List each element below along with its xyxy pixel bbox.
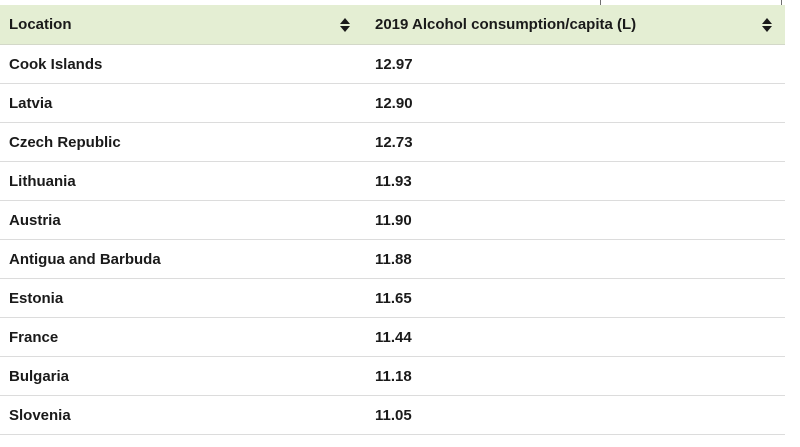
- cell-location: Lithuania: [0, 161, 360, 201]
- column-header-label: 2019 Alcohol consumption/capita (L): [375, 16, 637, 33]
- cell-consumption: 12.73: [360, 122, 785, 162]
- cell-consumption: 11.88: [360, 239, 785, 279]
- cell-consumption: 11.93: [360, 161, 785, 201]
- table-row: Slovenia 11.05: [0, 395, 785, 435]
- table-row: Antigua and Barbuda 11.88: [0, 239, 785, 279]
- table-row: Czech Republic 12.73: [0, 122, 785, 162]
- cell-location: Czech Republic: [0, 122, 360, 162]
- table-row: Cook Islands 12.97: [0, 44, 785, 84]
- cell-location: Cook Islands: [0, 44, 360, 84]
- table-row: Austria 11.90: [0, 200, 785, 240]
- table-row: Estonia 11.65: [0, 278, 785, 318]
- data-table: Location 2019 Alcohol consumption/capita…: [0, 5, 785, 435]
- column-header-label: Location: [9, 16, 72, 33]
- column-header-consumption[interactable]: 2019 Alcohol consumption/capita (L): [360, 5, 785, 45]
- cell-consumption: 12.97: [360, 44, 785, 84]
- cell-location: Bulgaria: [0, 356, 360, 396]
- sort-icon[interactable]: [761, 17, 773, 33]
- table-header-row: Location 2019 Alcohol consumption/capita…: [0, 5, 785, 45]
- cell-consumption: 11.18: [360, 356, 785, 396]
- column-header-location[interactable]: Location: [0, 5, 360, 45]
- sort-icon[interactable]: [339, 17, 351, 33]
- table-row: Latvia 12.90: [0, 83, 785, 123]
- table-row: France 11.44: [0, 317, 785, 357]
- cell-location: Antigua and Barbuda: [0, 239, 360, 279]
- cell-consumption: 11.44: [360, 317, 785, 357]
- cell-consumption: 11.05: [360, 395, 785, 435]
- cell-location: Austria: [0, 200, 360, 240]
- cell-consumption: 12.90: [360, 83, 785, 123]
- cell-location: Slovenia: [0, 395, 360, 435]
- cell-location: France: [0, 317, 360, 357]
- cell-consumption: 11.65: [360, 278, 785, 318]
- cell-location: Estonia: [0, 278, 360, 318]
- table-row: Bulgaria 11.18: [0, 356, 785, 396]
- cell-consumption: 11.90: [360, 200, 785, 240]
- table-row: Lithuania 11.93: [0, 161, 785, 201]
- cell-location: Latvia: [0, 83, 360, 123]
